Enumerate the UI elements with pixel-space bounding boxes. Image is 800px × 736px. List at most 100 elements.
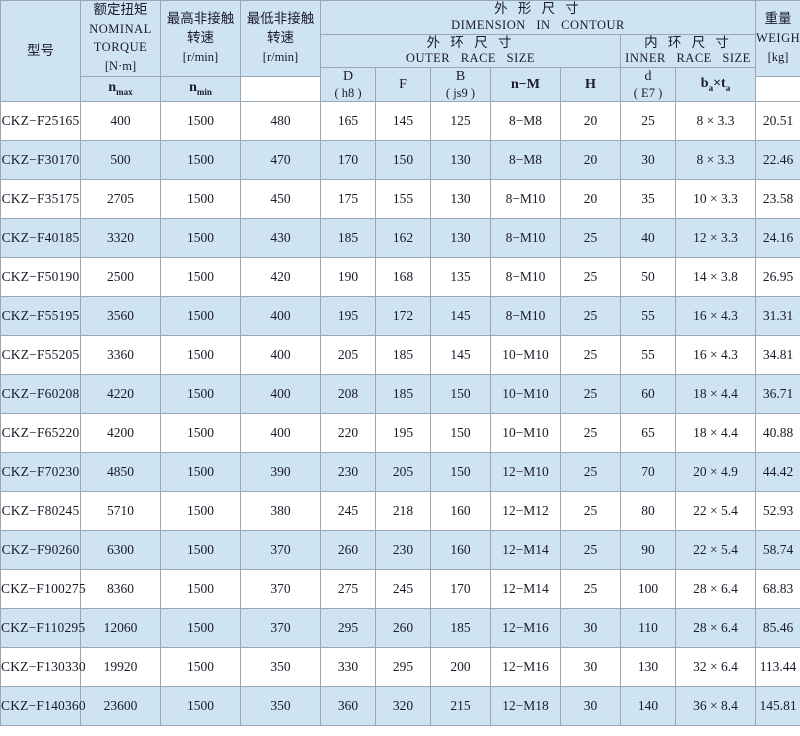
cell-weight: 34.81	[755, 335, 800, 376]
cell-nM: 10−M10	[490, 413, 561, 454]
nM-symbol: n−M	[511, 76, 540, 92]
outer-race-label-cn: 外 环 尺 寸	[426, 34, 515, 51]
col-header-weight: 重量 WEIGHT [kg]	[755, 0, 800, 77]
cell-nmin: 450	[240, 179, 321, 220]
col-header-H: H	[560, 66, 621, 103]
cell-nmax: 1500	[160, 686, 241, 727]
cell-H: 25	[560, 452, 621, 493]
nmax-symbol: nmax	[108, 80, 133, 98]
cell-d: 90	[620, 530, 676, 571]
torque-label-cn: 额定扭矩	[93, 1, 148, 18]
bt-symbol: ba×ta	[700, 76, 731, 93]
cell-B: 200	[430, 647, 491, 688]
cell-nM: 8−M10	[490, 257, 561, 298]
D-tolerance: ( h8 )	[334, 85, 362, 100]
cell-d: 55	[620, 296, 676, 337]
cell-weight: 23.58	[755, 179, 800, 220]
cell-nM: 12−M16	[490, 647, 561, 688]
cell-D: 195	[320, 296, 376, 337]
cell-D: 185	[320, 218, 376, 259]
cell-nmin: 470	[240, 140, 321, 181]
cell-model: CKZ−F90260	[0, 530, 81, 571]
table-row: CKZ−F55205 3360 1500 400 205 185 145 10−M10 25 55…	[0, 335, 800, 376]
cell-torque: 3320	[80, 218, 161, 259]
cell-F: 162	[375, 218, 431, 259]
cell-nmax: 1500	[160, 569, 241, 610]
cell-bt: 18 × 4.4	[675, 413, 756, 454]
cell-nM: 12−M14	[490, 530, 561, 571]
cell-H: 20	[560, 179, 621, 220]
col-header-d: d ( E7 )	[620, 66, 676, 103]
cell-H: 25	[560, 491, 621, 532]
weight-label-cn: 重量	[764, 11, 792, 28]
cell-model: CKZ−F30170	[0, 140, 81, 181]
cell-nmin: 370	[240, 569, 321, 610]
cell-nmax: 1500	[160, 374, 241, 415]
cell-torque: 500	[80, 140, 161, 181]
cell-nmin: 350	[240, 686, 321, 727]
table-row: CKZ−F65220 4200 1500 400 220 195 150 10−M10 25 65…	[0, 413, 800, 454]
cell-model: CKZ−F60208	[0, 374, 81, 415]
cell-bt: 32 × 6.4	[675, 647, 756, 688]
col-header-model: 型号	[0, 0, 81, 103]
cell-F: 185	[375, 374, 431, 415]
cell-bt: 28 × 6.4	[675, 608, 756, 649]
cell-weight: 113.44	[755, 647, 800, 688]
header-row-1: 型号 额定扭矩 NOMINAL TORQUE [N·m] 最高非接触 转速 [r…	[0, 0, 800, 103]
cell-nmin: 370	[240, 608, 321, 649]
cell-D: 220	[320, 413, 376, 454]
cell-d: 35	[620, 179, 676, 220]
cell-nmax: 1500	[160, 179, 241, 220]
table-row: CKZ−F35175 2705 1500 450 175 155 130 8−M10 20 35 1…	[0, 179, 800, 220]
cell-H: 25	[560, 569, 621, 610]
cell-H: 30	[560, 647, 621, 688]
d-symbol: d	[644, 69, 652, 84]
weight-unit: [kg]	[767, 49, 789, 64]
cell-nmin: 400	[240, 413, 321, 454]
cell-bt: 10 × 3.3	[675, 179, 756, 220]
cell-D: 205	[320, 335, 376, 376]
cell-B: 185	[430, 608, 491, 649]
table-body: CKZ−F25165 400 1500 480 165 145 125 8−M8 20 25 8 ×…	[0, 101, 800, 727]
table-row: CKZ−F25165 400 1500 480 165 145 125 8−M8 20 25 8 ×…	[0, 101, 800, 142]
nmin-label-cn2: 转速	[267, 30, 294, 47]
col-header-outer-race-group: 外 环 尺 寸 OUTER RACE SIZE	[320, 33, 621, 68]
table-row: CKZ−F100275 8360 1500 370 275 245 170 12−M14 25 1…	[0, 569, 800, 610]
dimension-label-en: DIMENSION IN CONTOUR	[451, 17, 625, 32]
cell-nmax: 1500	[160, 101, 241, 142]
col-header-nmax: 最高非接触 转速 [r/min]	[160, 0, 241, 77]
cell-weight: 20.51	[755, 101, 800, 142]
cell-F: 195	[375, 413, 431, 454]
cell-nmin: 390	[240, 452, 321, 493]
cell-torque: 19920	[80, 647, 161, 688]
cell-H: 25	[560, 257, 621, 298]
cell-torque: 23600	[80, 686, 161, 727]
inner-race-label-en: INNER RACE SIZE	[625, 51, 751, 66]
nmax-label-cn1: 最高非接触	[166, 10, 235, 27]
cell-D: 230	[320, 452, 376, 493]
cell-B: 135	[430, 257, 491, 298]
cell-nmin: 480	[240, 101, 321, 142]
cell-D: 208	[320, 374, 376, 415]
table-row: CKZ−F30170 500 1500 470 170 150 130 8−M8 20 30 8 ×…	[0, 140, 800, 181]
cell-nmax: 1500	[160, 530, 241, 571]
cell-bt: 20 × 4.9	[675, 452, 756, 493]
nmin-label-cn1: 最低非接触	[246, 10, 315, 27]
cell-nM: 12−M14	[490, 569, 561, 610]
cell-F: 260	[375, 608, 431, 649]
cell-nmax: 1500	[160, 296, 241, 337]
cell-B: 150	[430, 413, 491, 454]
cell-F: 245	[375, 569, 431, 610]
cell-B: 150	[430, 374, 491, 415]
col-header-nmin: 最低非接触 转速 [r/min]	[240, 0, 321, 77]
cell-H: 20	[560, 101, 621, 142]
B-symbol: B	[455, 69, 466, 84]
cell-H: 25	[560, 296, 621, 337]
cell-model: CKZ−F65220	[0, 413, 81, 454]
col-header-nmax-symbol: nmax	[80, 75, 161, 103]
cell-torque: 5710	[80, 491, 161, 532]
cell-weight: 58.74	[755, 530, 800, 571]
cell-model: CKZ−F50190	[0, 257, 81, 298]
col-header-bt: ba×ta	[675, 66, 756, 103]
